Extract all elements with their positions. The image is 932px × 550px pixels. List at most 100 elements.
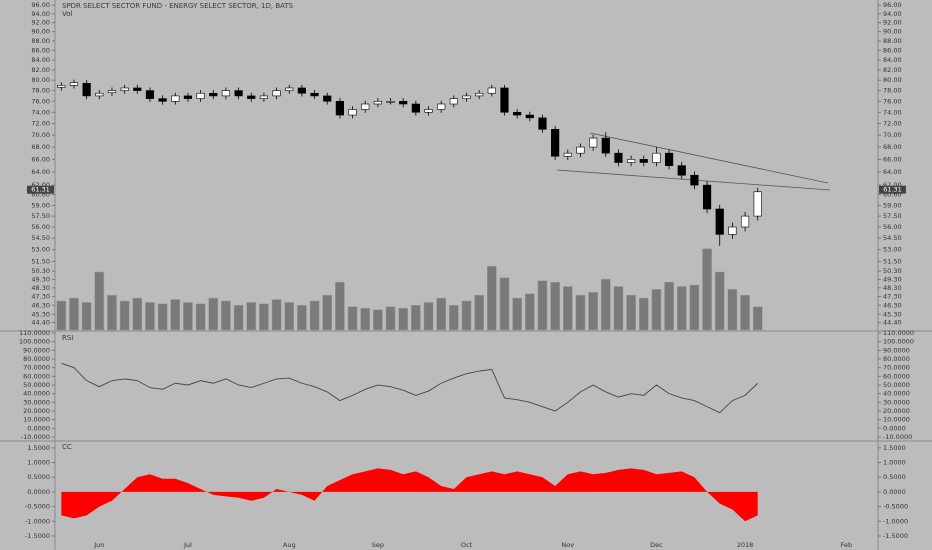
volume-bar: [702, 248, 712, 331]
volume-bar: [69, 297, 79, 331]
volume-bar: [436, 297, 446, 331]
candle-body: [702, 184, 712, 210]
candle-body: [234, 90, 243, 97]
y-tick-label: 70.00: [883, 131, 902, 139]
volume-bar: [335, 281, 345, 331]
y-tick-label: 78.00: [883, 87, 902, 95]
candle-body: [348, 109, 357, 116]
candle-body: [487, 87, 496, 94]
candle-body: [475, 92, 484, 97]
candle-body: [576, 146, 585, 154]
volume-title: Vol: [62, 10, 73, 18]
y-tick-label: 46.30: [883, 301, 902, 309]
y-tick-label: 50.30: [31, 267, 50, 275]
volume-bar: [676, 286, 687, 331]
y-tick-label: 0.0000: [883, 488, 906, 496]
candle-body: [728, 226, 737, 235]
volume-bar: [600, 279, 611, 331]
candle-body: [411, 103, 420, 113]
volume-bar: [373, 309, 383, 331]
y-tick-label: 70.00: [31, 131, 50, 139]
volume-bar: [195, 303, 206, 331]
candle-body: [601, 137, 610, 154]
y-tick-label: 0.5000: [27, 473, 50, 481]
candle-body: [525, 114, 534, 119]
x-tick-label: Jul: [183, 541, 192, 549]
volume-bar: [347, 306, 358, 331]
y-tick-label: 92.00: [31, 19, 50, 27]
candle-body: [500, 87, 509, 113]
y-tick-label: -10.0000: [21, 433, 50, 441]
y-tick-label: 48.30: [883, 284, 902, 292]
y-tick-label: 30.0000: [23, 398, 50, 406]
x-tick-label: 2018: [737, 541, 754, 549]
candle-body: [133, 87, 142, 91]
y-tick-label: 51.50: [883, 257, 902, 265]
y-tick-label: 60.60: [31, 190, 50, 198]
y-tick-label: 80.0000: [883, 355, 910, 363]
y-tick-label: 0.5000: [883, 473, 906, 481]
y-tick-label: 74.00: [883, 108, 902, 116]
y-tick-label: 1.5000: [27, 444, 50, 452]
volume-bar: [208, 297, 219, 331]
y-tick-label: 110.0000: [883, 329, 914, 337]
y-tick-label: 90.00: [31, 28, 50, 36]
volume-bar: [81, 302, 92, 331]
candle-body: [95, 92, 104, 97]
y-tick-label: 44.40: [883, 319, 902, 327]
candle-body: [57, 85, 66, 88]
y-tick-label: 90.00: [883, 28, 902, 36]
x-tick-label: Feb: [841, 541, 853, 549]
candle-body: [259, 95, 269, 99]
y-tick-label: 50.30: [883, 267, 902, 275]
y-tick-label: 66.00: [31, 155, 50, 163]
y-tick-label: 10.0000: [883, 416, 910, 424]
candle-body: [120, 87, 129, 91]
y-tick-label: 100.0000: [19, 338, 50, 346]
y-tick-label: 86.00: [31, 46, 50, 54]
x-tick-label: Aug: [283, 541, 296, 549]
candle-body: [399, 100, 408, 105]
candle-body: [627, 159, 636, 163]
y-tick-label: 57.50: [883, 212, 902, 220]
last-price-label: 61.31: [31, 186, 50, 194]
volume-bar: [157, 303, 168, 331]
area: [61, 468, 758, 522]
y-tick-label: 45.30: [883, 310, 902, 318]
volume-bar: [474, 294, 484, 331]
y-tick-label: 90.0000: [23, 346, 50, 354]
y-tick-label: 88.00: [883, 37, 902, 45]
volume-bar: [575, 294, 586, 331]
x-tick-label: Dec: [650, 541, 663, 549]
volume-bar: [183, 302, 193, 331]
volume-bar: [145, 302, 155, 331]
y-tick-label: 0.0000: [883, 424, 906, 432]
line: [61, 362, 759, 414]
candle-body: [715, 208, 724, 235]
y-tick-label: 60.0000: [23, 372, 50, 380]
candle-body: [563, 152, 572, 157]
y-tick-label: 40.0000: [23, 390, 50, 398]
y-tick-label: 54.50: [31, 234, 50, 242]
volume-bar: [651, 289, 662, 331]
y-tick-label: 82.00: [883, 66, 902, 74]
volume-bar: [94, 271, 105, 331]
y-tick-label: 50.0000: [23, 381, 50, 389]
x-tick-label: Nov: [561, 541, 574, 549]
y-tick-label: -0.5000: [25, 503, 50, 511]
volume-bar: [221, 300, 231, 331]
y-tick-label: 70.0000: [883, 364, 910, 372]
y-tick-label: 80.00: [31, 76, 50, 84]
y-tick-label: 54.50: [883, 234, 902, 242]
y-tick-label: 10.0000: [23, 416, 50, 424]
candle-body: [323, 95, 332, 102]
volume-bar: [499, 277, 510, 331]
last-price-label: 61.31: [883, 186, 902, 194]
volume-bar: [56, 300, 67, 331]
y-tick-label: 92.00: [883, 19, 902, 27]
volume-bar: [714, 271, 725, 331]
volume-bar: [107, 294, 117, 331]
y-tick-label: 44.40: [31, 319, 50, 327]
trendline: [589, 132, 829, 184]
candle-body: [652, 152, 661, 163]
